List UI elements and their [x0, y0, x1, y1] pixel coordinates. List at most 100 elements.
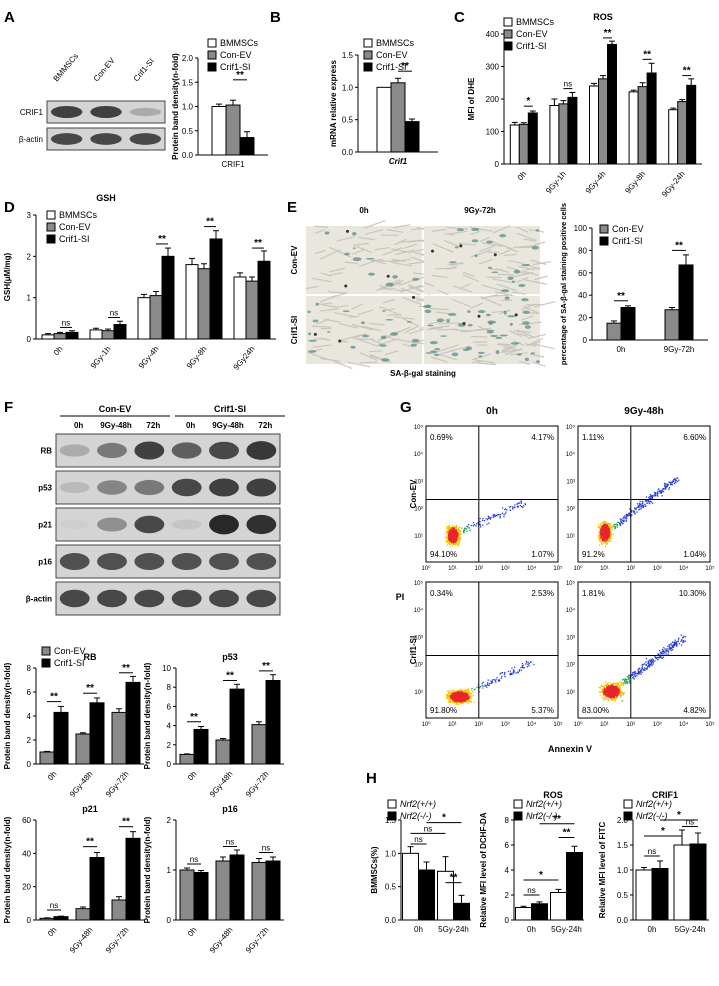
cell-fiber	[371, 339, 384, 345]
blot-group-label: Crif1-SI	[214, 404, 246, 414]
flow-event	[610, 691, 612, 693]
flow-event	[455, 703, 457, 705]
flow-event	[674, 644, 676, 646]
flow-event	[457, 528, 459, 530]
flow-event	[601, 689, 603, 692]
flow-event	[600, 534, 602, 537]
flow-event	[599, 691, 601, 693]
cell-fiber	[496, 283, 518, 292]
stained-cell	[342, 310, 350, 313]
flow-event	[629, 514, 631, 516]
stained-cell	[378, 344, 387, 347]
flow-event	[608, 684, 610, 686]
flow-x-tick: 10³	[501, 566, 510, 572]
flow-event	[609, 696, 611, 699]
flow-event	[448, 535, 450, 537]
flow-event	[661, 653, 664, 655]
blot-strip	[55, 581, 281, 616]
flow-event	[451, 538, 454, 540]
flow-event	[609, 686, 611, 689]
blot-band	[90, 105, 122, 119]
flow-event	[638, 504, 641, 506]
flow-event	[465, 692, 468, 694]
flow-event	[675, 641, 678, 643]
flow-event	[616, 521, 619, 524]
significance-label: **	[226, 670, 234, 681]
flow-event	[644, 669, 646, 672]
flow-event	[457, 701, 460, 704]
stained-cell	[504, 296, 510, 300]
quadrant-value: 1.04%	[683, 550, 706, 559]
flow-event	[493, 514, 496, 516]
stained-cell	[487, 266, 493, 269]
blot-band	[171, 519, 202, 530]
flow-event	[456, 532, 459, 534]
flow-event	[672, 480, 674, 483]
flow-event	[676, 480, 679, 483]
flow-event	[609, 682, 611, 684]
quadrant-value: 83.00%	[582, 706, 609, 715]
flow-event	[646, 668, 648, 670]
flow-event	[665, 483, 667, 485]
legend-swatch	[41, 646, 51, 656]
flow-event	[619, 694, 622, 697]
flow-event	[665, 654, 667, 656]
flow-event	[619, 524, 622, 526]
flow-event	[608, 689, 610, 692]
flow-event	[605, 522, 607, 524]
flow-event	[626, 682, 628, 685]
flow-event	[448, 527, 450, 529]
flow-event	[455, 524, 458, 527]
flow-event	[611, 696, 613, 698]
y-tick-label: 300	[486, 63, 500, 72]
flow-event	[605, 540, 608, 542]
flow-event	[447, 540, 450, 542]
flow-x-tick: 10⁴	[679, 565, 689, 572]
flow-event	[452, 700, 454, 702]
flow-event	[610, 533, 613, 535]
flow-event	[622, 519, 624, 522]
chart-title: p53	[222, 652, 238, 662]
flow-event	[622, 522, 624, 525]
flow-event	[470, 695, 473, 698]
flow-event	[454, 527, 457, 530]
flow-event	[626, 517, 628, 519]
flow-event	[449, 700, 451, 702]
flow-plot: 1.81% 10.30%83.00% 4.82%10⁰10¹10¹10²10²10³…	[566, 580, 715, 728]
flow-event	[448, 531, 451, 533]
flow-event	[523, 667, 525, 669]
flow-event	[648, 663, 650, 665]
flow-event	[618, 692, 620, 694]
flow-event	[608, 523, 610, 526]
flow-event	[610, 697, 613, 699]
flow-x-tick: 10⁰	[573, 565, 583, 572]
y-tick-label: 2	[167, 741, 172, 750]
flow-event	[610, 530, 612, 533]
flow-event	[668, 644, 670, 646]
flow-event	[448, 700, 450, 702]
flow-event	[487, 515, 490, 517]
flow-event	[451, 531, 453, 533]
blot-lane-label: Crif1-SI	[132, 57, 156, 84]
flow-event	[463, 698, 466, 700]
y-axis-label: GSH(μM/mg)	[3, 252, 12, 301]
stained-cell	[385, 282, 394, 287]
flow-event	[634, 675, 637, 678]
panel-letter: A	[4, 9, 15, 26]
flow-event	[511, 667, 513, 669]
flow-event	[602, 529, 604, 532]
flow-event	[605, 529, 608, 531]
flow-event	[670, 647, 672, 649]
flow-event	[463, 697, 465, 699]
flow-event	[599, 539, 601, 542]
flow-event	[504, 671, 506, 674]
flow-event	[619, 690, 622, 692]
flow-row-label: Con-EV	[409, 479, 418, 509]
flow-event	[458, 541, 460, 543]
stained-cell	[516, 353, 523, 356]
y-tick-label: 2.0	[617, 816, 629, 825]
flow-event	[457, 699, 460, 702]
cell-fiber	[464, 328, 489, 332]
flow-event	[466, 530, 468, 532]
